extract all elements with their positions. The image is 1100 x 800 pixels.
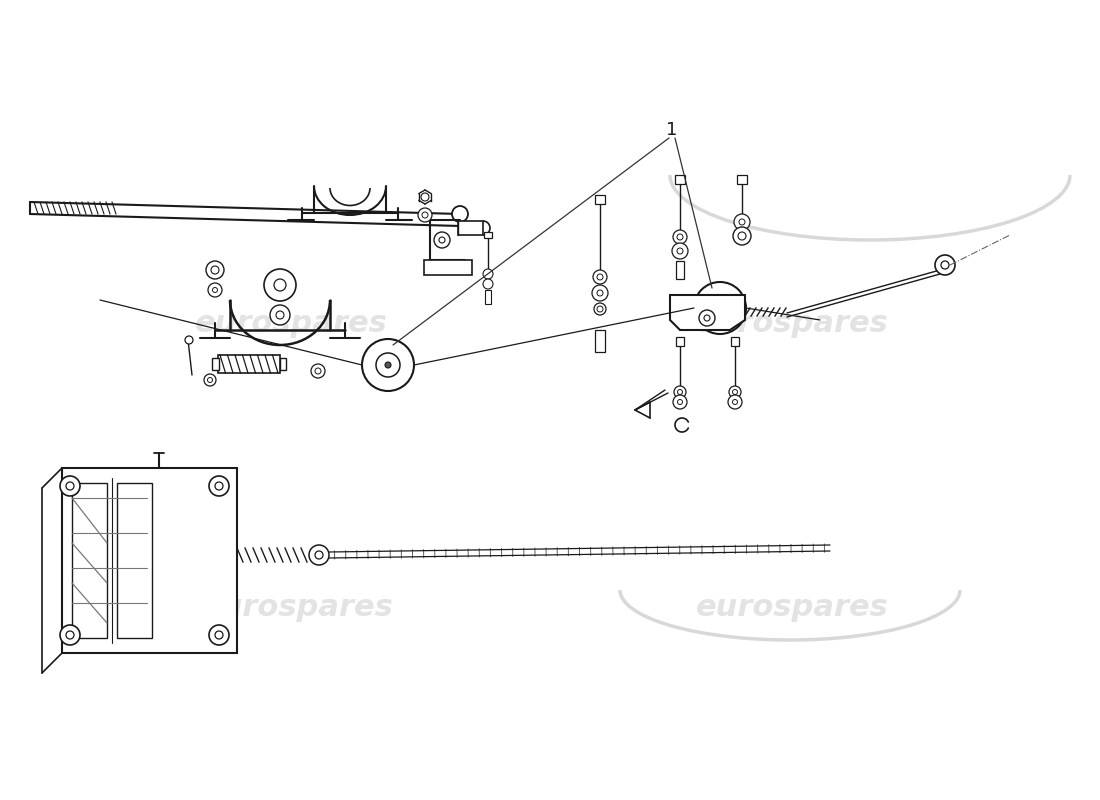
Bar — [737, 175, 747, 184]
Circle shape — [66, 482, 74, 490]
Circle shape — [593, 270, 607, 284]
Bar — [280, 358, 286, 370]
Circle shape — [185, 336, 192, 344]
Text: eurospares: eurospares — [200, 594, 394, 622]
Circle shape — [206, 261, 224, 279]
Circle shape — [672, 243, 688, 259]
Circle shape — [439, 237, 446, 243]
Bar — [732, 337, 739, 346]
Bar — [595, 195, 605, 204]
Circle shape — [738, 232, 746, 240]
Text: eurospares: eurospares — [195, 310, 388, 338]
Circle shape — [694, 282, 746, 334]
Circle shape — [421, 193, 429, 201]
Circle shape — [274, 279, 286, 291]
Circle shape — [66, 631, 74, 639]
Circle shape — [678, 390, 682, 394]
Circle shape — [597, 274, 603, 280]
Circle shape — [434, 232, 450, 248]
Circle shape — [597, 306, 603, 312]
Bar — [72, 483, 107, 638]
Bar — [676, 261, 684, 279]
Bar — [212, 358, 219, 370]
Circle shape — [483, 269, 493, 279]
Polygon shape — [670, 295, 745, 330]
Bar — [676, 337, 684, 346]
Circle shape — [704, 315, 710, 321]
Circle shape — [214, 482, 223, 490]
Bar — [458, 221, 483, 235]
Circle shape — [60, 625, 80, 645]
Circle shape — [717, 305, 723, 311]
Circle shape — [270, 305, 290, 325]
Bar — [62, 468, 236, 653]
Circle shape — [483, 279, 493, 289]
Circle shape — [362, 339, 414, 391]
Circle shape — [935, 255, 955, 275]
Bar — [484, 232, 492, 238]
Circle shape — [212, 287, 218, 293]
Circle shape — [376, 353, 400, 377]
Circle shape — [676, 234, 683, 240]
Bar — [595, 330, 605, 352]
Circle shape — [214, 631, 223, 639]
Circle shape — [592, 285, 608, 301]
Circle shape — [733, 227, 751, 245]
Circle shape — [729, 386, 741, 398]
Circle shape — [209, 476, 229, 496]
Circle shape — [385, 362, 390, 368]
Circle shape — [208, 283, 222, 297]
Circle shape — [418, 208, 432, 222]
Circle shape — [673, 395, 688, 409]
Circle shape — [311, 364, 324, 378]
Circle shape — [708, 296, 732, 320]
Bar — [218, 355, 280, 373]
Circle shape — [594, 303, 606, 315]
Circle shape — [315, 368, 321, 374]
Circle shape — [315, 551, 323, 559]
Circle shape — [208, 378, 212, 382]
Text: eurospares: eurospares — [695, 594, 889, 622]
Circle shape — [452, 206, 468, 222]
Circle shape — [422, 212, 428, 218]
Circle shape — [673, 230, 688, 244]
Circle shape — [597, 290, 603, 296]
Circle shape — [678, 399, 682, 405]
Circle shape — [60, 476, 80, 496]
Circle shape — [733, 399, 737, 405]
Circle shape — [674, 386, 686, 398]
Circle shape — [309, 545, 329, 565]
Circle shape — [676, 248, 683, 254]
Bar — [424, 260, 472, 275]
Circle shape — [733, 390, 737, 394]
Circle shape — [211, 266, 219, 274]
Circle shape — [204, 374, 216, 386]
Circle shape — [728, 395, 743, 409]
Circle shape — [940, 261, 949, 269]
Circle shape — [698, 310, 715, 326]
Circle shape — [734, 214, 750, 230]
Text: eurospares: eurospares — [695, 310, 889, 338]
Bar — [675, 175, 685, 184]
Circle shape — [739, 219, 745, 225]
Circle shape — [276, 311, 284, 319]
Circle shape — [209, 625, 229, 645]
Circle shape — [264, 269, 296, 301]
Bar — [117, 483, 152, 638]
Bar — [485, 290, 491, 304]
Text: 1: 1 — [667, 121, 678, 139]
